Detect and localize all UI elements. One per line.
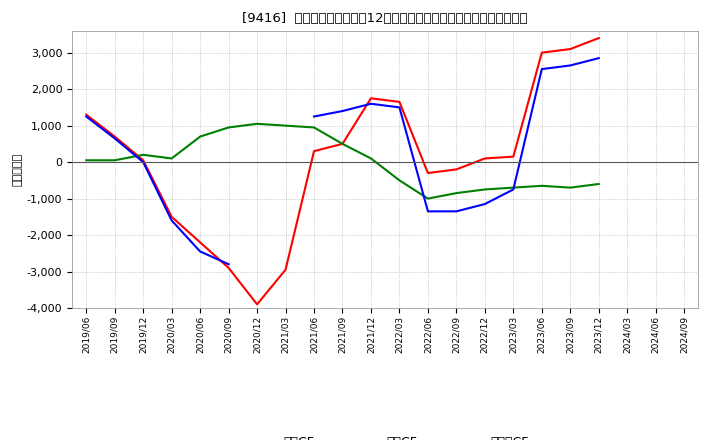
投資CF bbox=[595, 181, 603, 187]
Title: [9416]  キャッシュフローの12か月移動合計の対前年同期増減額の推移: [9416] キャッシュフローの12か月移動合計の対前年同期増減額の推移 bbox=[243, 12, 528, 26]
投資CF bbox=[167, 156, 176, 161]
営業CF bbox=[338, 141, 347, 147]
投資CF bbox=[537, 183, 546, 188]
営業CF bbox=[282, 267, 290, 272]
営業CF bbox=[225, 265, 233, 271]
営業CF bbox=[537, 50, 546, 55]
営業CF bbox=[395, 99, 404, 105]
投資CF bbox=[82, 158, 91, 163]
営業CF bbox=[139, 158, 148, 163]
Line: フリーCF: フリーCF bbox=[86, 117, 229, 264]
投資CF bbox=[282, 123, 290, 128]
投資CF bbox=[225, 125, 233, 130]
営業CF bbox=[110, 134, 119, 139]
営業CF bbox=[423, 170, 432, 176]
営業CF bbox=[595, 36, 603, 41]
投資CF bbox=[139, 152, 148, 158]
投資CF bbox=[196, 134, 204, 139]
営業CF bbox=[566, 46, 575, 51]
投資CF bbox=[480, 187, 489, 192]
投資CF bbox=[566, 185, 575, 190]
投資CF bbox=[253, 121, 261, 126]
Y-axis label: （百万円）: （百万円） bbox=[12, 153, 22, 186]
フリーCF bbox=[82, 114, 91, 119]
フリーCF bbox=[139, 159, 148, 165]
営業CF bbox=[452, 167, 461, 172]
Line: 投資CF: 投資CF bbox=[86, 124, 599, 198]
投資CF bbox=[509, 185, 518, 190]
フリーCF bbox=[167, 218, 176, 223]
投資CF bbox=[452, 191, 461, 196]
フリーCF bbox=[225, 262, 233, 267]
投資CF bbox=[110, 158, 119, 163]
営業CF bbox=[196, 240, 204, 245]
フリーCF bbox=[196, 249, 204, 254]
営業CF bbox=[82, 112, 91, 117]
営業CF bbox=[253, 302, 261, 307]
投資CF bbox=[395, 178, 404, 183]
投資CF bbox=[310, 125, 318, 130]
営業CF bbox=[167, 214, 176, 220]
投資CF bbox=[423, 196, 432, 201]
営業CF bbox=[480, 156, 489, 161]
投資CF bbox=[338, 141, 347, 147]
フリーCF bbox=[110, 136, 119, 141]
営業CF bbox=[310, 149, 318, 154]
営業CF bbox=[509, 154, 518, 159]
Legend: 営業CF, 投資CF, フリーCF: 営業CF, 投資CF, フリーCF bbox=[237, 431, 534, 440]
投資CF bbox=[366, 156, 375, 161]
Line: 営業CF: 営業CF bbox=[86, 38, 599, 304]
営業CF bbox=[366, 95, 375, 101]
